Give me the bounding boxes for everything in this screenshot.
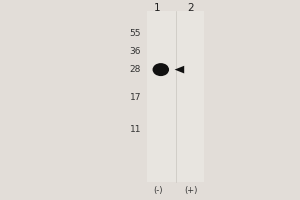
Text: 17: 17	[130, 94, 141, 102]
Text: 2: 2	[187, 3, 194, 13]
Text: 11: 11	[130, 124, 141, 134]
Text: 36: 36	[130, 46, 141, 55]
Ellipse shape	[153, 63, 169, 76]
Text: (-): (-)	[153, 186, 162, 196]
Text: 1: 1	[154, 3, 161, 13]
Text: 55: 55	[130, 29, 141, 38]
Text: 28: 28	[130, 64, 141, 73]
Text: (+): (+)	[184, 186, 197, 196]
Bar	[147, 11, 176, 182]
Polygon shape	[175, 66, 184, 73]
Bar	[176, 11, 204, 182]
Bar	[147, 11, 204, 182]
